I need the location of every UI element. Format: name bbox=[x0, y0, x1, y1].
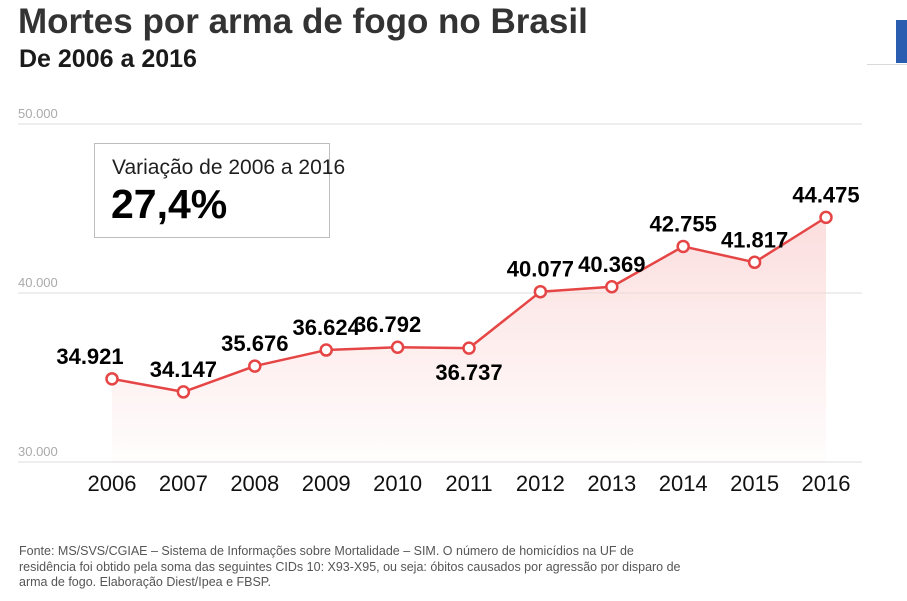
data-point bbox=[676, 239, 690, 254]
y-tick-label: 30.000 bbox=[18, 444, 58, 459]
data-label: 36.737 bbox=[435, 360, 502, 385]
corner-divider bbox=[867, 64, 907, 65]
data-point bbox=[605, 280, 619, 294]
data-point bbox=[533, 284, 548, 299]
x-tick-label: 2008 bbox=[230, 471, 279, 496]
x-tick-label: 2006 bbox=[88, 471, 137, 496]
data-point bbox=[248, 359, 262, 373]
data-label: 41.817 bbox=[721, 227, 788, 252]
variation-value: 27,4% bbox=[111, 181, 228, 227]
data-point bbox=[462, 341, 476, 355]
x-tick-label: 2010 bbox=[373, 471, 422, 496]
source-note: Fonte: MS/SVS/CGIAE – Sistema de Informa… bbox=[19, 544, 681, 589]
x-tick-label: 2014 bbox=[659, 471, 708, 496]
x-tick-label: 2007 bbox=[159, 471, 208, 496]
x-tick-label: 2009 bbox=[302, 471, 351, 496]
x-tick-label: 2013 bbox=[587, 471, 636, 496]
chart-title: Mortes por arma de fogo no Brasil bbox=[18, 2, 588, 41]
data-label: 34.147 bbox=[150, 357, 217, 382]
x-tick-label: 2011 bbox=[445, 471, 492, 496]
data-label: 40.077 bbox=[507, 257, 574, 282]
data-label: 34.921 bbox=[56, 344, 123, 369]
corner-accent-tab bbox=[896, 20, 907, 63]
data-point bbox=[747, 255, 762, 270]
data-point bbox=[176, 385, 191, 399]
x-tick-label: 2012 bbox=[516, 471, 565, 496]
y-tick-label: 40.000 bbox=[18, 275, 58, 290]
data-label: 35.676 bbox=[221, 331, 288, 356]
variation-box: Variação de 2006 a 2016 27,4% bbox=[94, 143, 345, 238]
data-point bbox=[390, 340, 405, 354]
data-point bbox=[105, 372, 119, 386]
data-label: 36.792 bbox=[354, 312, 421, 337]
x-tick-label: 2016 bbox=[802, 471, 851, 496]
area-fill bbox=[112, 217, 826, 462]
data-label: 36.624 bbox=[293, 315, 361, 340]
data-point bbox=[319, 343, 333, 357]
data-label: 44.475 bbox=[792, 182, 859, 207]
x-tick-label: 2015 bbox=[730, 471, 779, 496]
data-point bbox=[819, 210, 833, 225]
chart-subtitle: De 2006 a 2016 bbox=[19, 45, 197, 73]
data-label: 42.755 bbox=[650, 211, 717, 236]
variation-label: Variação de 2006 a 2016 bbox=[112, 156, 346, 179]
y-tick-label: 50.000 bbox=[18, 106, 58, 121]
data-label: 40.369 bbox=[578, 252, 645, 277]
